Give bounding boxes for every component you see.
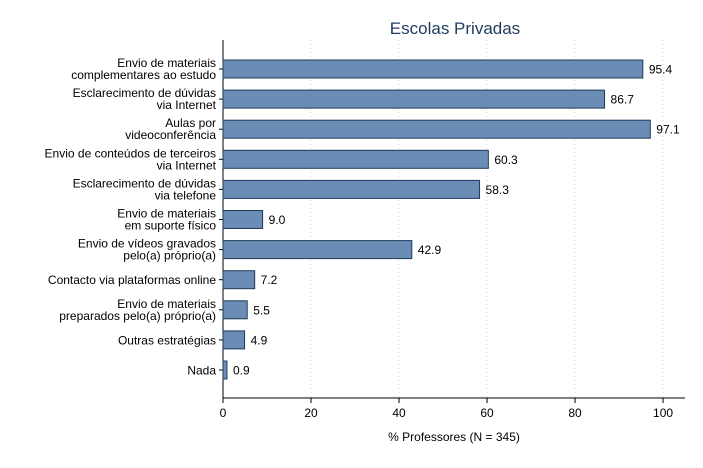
category-label-line: Envio de vídeos gravados — [78, 237, 216, 251]
value-label: 7.2 — [261, 273, 278, 287]
chart-title: Escolas Privadas — [390, 19, 520, 38]
category-label: Envio de materiais preparados pelo(a) pró… — [59, 297, 216, 323]
value-label: 5.5 — [253, 303, 270, 317]
bar — [222, 149, 489, 169]
x-tick-label: 0 — [220, 406, 227, 420]
category-label-line: videoconferência — [125, 128, 216, 142]
bar — [222, 300, 248, 320]
category-label: Nada — [187, 364, 216, 378]
category-label-line: complementares ao estudo — [71, 68, 216, 82]
category-label-line: Esclarecimento de dúvidas — [73, 86, 216, 100]
x-axis-label: % Professores (N = 345) — [388, 430, 520, 444]
category-label-line: via Internet — [157, 98, 217, 112]
bar — [222, 179, 481, 199]
category-label-line: pelo(a) próprio(a) — [123, 249, 216, 263]
bar — [222, 240, 413, 260]
x-tick-label: 20 — [304, 406, 318, 420]
x-tick-label: 80 — [568, 406, 582, 420]
value-label: 58.3 — [486, 183, 510, 197]
value-label: 9.0 — [269, 213, 286, 227]
category-label-line: preparados pelo(a) próprio(a) — [59, 309, 216, 323]
category-label: Aulas por videoconferência — [125, 116, 216, 142]
category-label: Envio de materiais em suporte físico — [117, 207, 216, 233]
category-label: Esclarecimento de dúvidas via telefone — [73, 176, 217, 202]
category-label: Envio de conteúdos de terceiros via Inter… — [45, 146, 217, 172]
category-label: Contacto via plataformas online — [48, 273, 216, 287]
x-tick-label: 100 — [653, 406, 673, 420]
x-tick-label: 40 — [392, 406, 406, 420]
category-label: Envio de materiais complementares ao estu… — [71, 56, 216, 82]
bar — [222, 59, 644, 79]
value-label: 60.3 — [494, 153, 518, 167]
category-label: Esclarecimento de dúvidas via Internet — [73, 86, 217, 112]
bar — [222, 119, 651, 139]
bar — [222, 89, 606, 109]
category-label-line: em suporte físico — [125, 219, 217, 233]
value-label: 95.4 — [649, 63, 673, 77]
bar — [222, 330, 246, 350]
bar — [222, 210, 264, 229]
category-label-line: Aulas por — [165, 116, 216, 130]
category-label-line: Envio de conteúdos de terceiros — [45, 146, 216, 160]
category-label: Outras estratégias — [118, 333, 216, 347]
category-label-line: via telefone — [155, 188, 217, 202]
value-label: 42.9 — [418, 243, 442, 257]
category-label-line: Envio de materiais — [117, 297, 216, 311]
category-label-line: Envio de materiais — [117, 56, 216, 70]
value-label: 97.1 — [656, 123, 680, 137]
value-label: 86.7 — [611, 93, 635, 107]
x-tick-label: 60 — [480, 406, 494, 420]
value-label: 4.9 — [251, 333, 268, 347]
category-label: Envio de vídeos gravados pelo(a) próprio(… — [78, 237, 216, 263]
value-label: 0.9 — [233, 364, 250, 378]
category-label-line: Envio de materiais — [117, 207, 216, 221]
bar — [222, 270, 256, 290]
category-label-line: via Internet — [157, 158, 217, 172]
bar — [222, 360, 228, 380]
category-label-line: Esclarecimento de dúvidas — [73, 176, 216, 190]
